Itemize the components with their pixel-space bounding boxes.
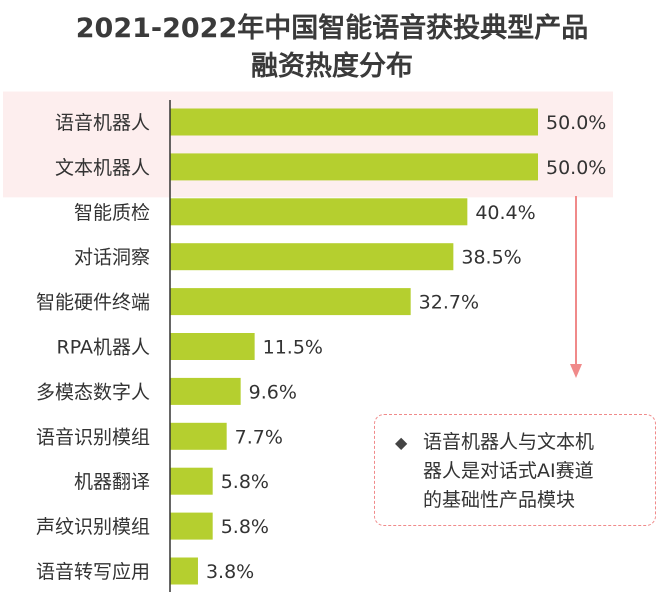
annotation-line-3: 的基础性产品模块: [423, 489, 576, 511]
bar: [170, 422, 227, 450]
bar: [170, 243, 454, 271]
value-label: 9.6%: [249, 381, 297, 403]
chart-title-line-2: 融资热度分布: [251, 51, 413, 82]
category-label: 语音识别模组: [36, 426, 150, 448]
value-label: 11.5%: [263, 337, 323, 359]
value-label: 3.8%: [206, 561, 254, 583]
highlight-band: [3, 91, 613, 198]
category-label: 语音转写应用: [36, 561, 150, 583]
value-label: 32.7%: [419, 292, 479, 314]
category-label: 声纹识别模组: [36, 516, 150, 538]
value-label: 38.5%: [461, 247, 521, 269]
bar: [170, 198, 468, 226]
annotation-box: [374, 414, 656, 526]
annotation-text: ◆ 语音机器人与文本机 器人是对话式AI赛道 的基础性产品模块: [395, 428, 645, 515]
bar: [170, 333, 255, 360]
bar: [170, 557, 198, 585]
category-label: 文本机器人: [55, 157, 150, 179]
chart-title-line-1: 2021-2022年中国智能语音获投典型产品: [75, 13, 589, 44]
value-label: 5.8%: [221, 471, 269, 493]
annotation-line-2: 器人是对话式AI赛道: [423, 460, 594, 482]
category-label: 多模态数字人: [36, 381, 150, 403]
value-label: 5.8%: [221, 516, 269, 538]
value-label: 7.7%: [235, 426, 283, 448]
bar: [170, 467, 213, 495]
bar: [170, 377, 241, 405]
category-label: 机器翻译: [74, 471, 150, 493]
category-label: 语音机器人: [55, 112, 150, 134]
bar: [170, 288, 411, 316]
value-label: 40.4%: [475, 202, 535, 224]
bar: [170, 108, 538, 136]
diamond-bullet-icon: ◆: [395, 433, 408, 452]
bar: [170, 512, 213, 540]
bar: [170, 153, 538, 181]
category-label: 智能硬件终端: [36, 292, 150, 314]
category-label: RPA机器人: [57, 337, 150, 359]
category-label: 智能质检: [74, 202, 150, 224]
category-label: 对话洞察: [74, 247, 150, 269]
arrow-down-icon: [570, 364, 582, 378]
value-label: 50.0%: [546, 157, 606, 179]
value-label: 50.0%: [546, 112, 606, 134]
annotation-line-1: 语音机器人与文本机: [423, 431, 595, 453]
